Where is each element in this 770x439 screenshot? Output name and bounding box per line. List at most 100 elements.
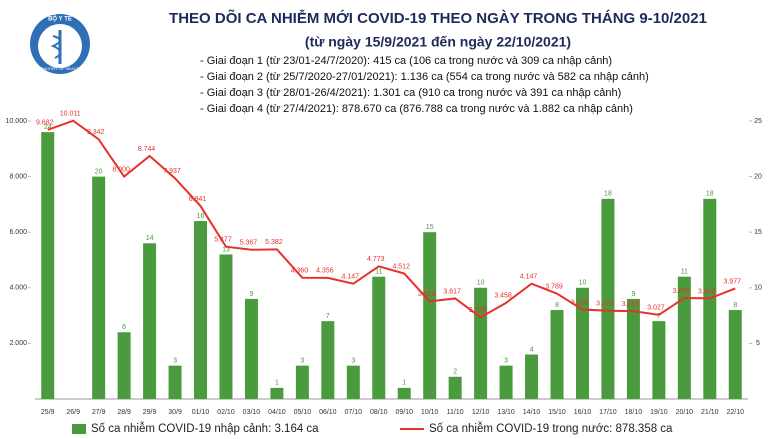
bar-label: 2 [453, 369, 457, 376]
bar-label: 6 [122, 324, 126, 331]
bar-label: 10 [579, 280, 587, 287]
bar [677, 276, 691, 399]
x-tick-label: 20/10 [676, 409, 694, 416]
y2-tick-label: 20 [754, 173, 762, 180]
y-tick-label: 6.000 [9, 229, 27, 236]
note: - Giai đoạn 4 (từ 27/4/2021): 878.670 ca… [200, 103, 633, 115]
x-tick-label: 28/9 [117, 409, 131, 416]
legend-label: Số ca nhiễm COVID-19 trong nước: 878.358… [429, 422, 673, 435]
y-tick-label: 2.000 [9, 340, 27, 347]
bar-label: 9 [249, 291, 253, 298]
x-tick-label: 01/10 [192, 409, 210, 416]
bar-label: 3 [300, 357, 304, 364]
bar [626, 298, 640, 399]
x-tick-label: 30/9 [168, 409, 182, 416]
line-label: 2.939 [469, 307, 487, 314]
bar [346, 365, 360, 399]
bar-label: 10 [477, 280, 485, 287]
line-label: 3.218 [571, 299, 589, 306]
bar [219, 254, 233, 399]
line-label: 4.360 [291, 268, 309, 275]
line-label: 3.977 [724, 278, 742, 285]
line-label: 8.744 [138, 146, 156, 153]
x-tick-label: 14/10 [523, 409, 541, 416]
bar [194, 221, 208, 399]
bar [499, 365, 513, 399]
bar-label: 18 [706, 191, 714, 198]
x-tick-label: 10/10 [421, 409, 439, 416]
line-label: 4.356 [316, 268, 334, 275]
bar [270, 387, 284, 399]
note: - Giai đoạn 2 (từ 25/7/2020-27/01/2021):… [200, 71, 649, 83]
x-tick-label: 11/10 [447, 409, 464, 416]
line-label: 3.789 [545, 284, 563, 291]
bar-label: 4 [530, 346, 534, 353]
line-label: 5.367 [240, 240, 258, 247]
bar-label: 3 [504, 357, 508, 364]
bar-label: 9 [631, 291, 635, 298]
x-tick-label: 07/10 [345, 409, 363, 416]
bar-label: 8 [555, 302, 559, 309]
bar [728, 310, 742, 399]
chart-title: THEO DÕI CA NHIỄM MỚI COVID-19 THEO NGÀY… [169, 9, 707, 27]
legend-swatch [72, 424, 86, 434]
line-label: 6.941 [189, 196, 207, 203]
bar [117, 332, 131, 399]
y2-tick-label: 10 [754, 285, 762, 292]
y2-tick-label: 15 [754, 229, 762, 236]
line-label: 3.635 [673, 288, 691, 295]
bar [448, 376, 462, 399]
logo-snake [50, 35, 62, 59]
line-label: 4.147 [520, 274, 538, 281]
logo-top-text: BỘ Y TẾ [48, 15, 72, 23]
x-tick-label: 05/10 [294, 409, 312, 416]
x-tick-label: 18/10 [625, 409, 643, 416]
bar [525, 354, 539, 399]
line-label: 3.159 [622, 301, 640, 308]
bar [474, 287, 488, 399]
y2-tick-label: 25 [754, 118, 762, 125]
x-tick-label: 13/10 [497, 409, 515, 416]
x-tick-label: 04/10 [268, 409, 286, 416]
y-tick-label: 4.000 [9, 285, 27, 292]
line-label: 3.617 [443, 288, 461, 295]
y-tick-label: 10.000 [6, 118, 28, 125]
bar [295, 365, 309, 399]
bar [143, 243, 157, 399]
line-label: 3.618 [698, 288, 716, 295]
line-label: 9.342 [87, 129, 105, 136]
bar-label: 3 [351, 357, 355, 364]
bar [41, 132, 55, 399]
x-tick-label: 27/9 [92, 409, 106, 416]
bar [92, 176, 106, 399]
bar-label: 7 [657, 313, 661, 320]
line-label: 3.513 [418, 291, 436, 298]
line-label: 10.011 [60, 111, 81, 118]
note: - Giai đoạn 3 (từ 28/01-26/4/2021): 1.30… [200, 87, 621, 99]
bar-label: 15 [426, 224, 434, 231]
x-tick-label: 22/10 [727, 409, 745, 416]
bar-label: 14 [146, 235, 154, 242]
bar-label: 3 [173, 357, 177, 364]
bar-label: 20 [95, 168, 103, 175]
y2-tick-label: 5 [756, 340, 760, 347]
bar [397, 387, 411, 399]
x-tick-label: 02/10 [217, 409, 235, 416]
bar-label: 18 [604, 191, 612, 198]
line [47, 119, 736, 319]
chart-subtitle: (từ ngày 15/9/2021 đến ngày 22/10/2021) [305, 34, 571, 50]
bar [244, 298, 258, 399]
bar [423, 232, 437, 399]
line-label: 8.000 [112, 166, 130, 173]
y-tick-label: 8.000 [9, 173, 27, 180]
x-tick-label: 25/9 [41, 409, 55, 416]
bar [575, 287, 589, 399]
x-tick-label: 15/10 [548, 409, 566, 416]
bar-label: 7 [326, 313, 330, 320]
line-label: 4.147 [342, 274, 360, 281]
note: - Giai đoạn 1 (từ 23/01-24/7/2020): 415 … [200, 55, 612, 67]
bar [168, 365, 182, 399]
line-label: 5.477 [214, 237, 232, 244]
x-tick-label: 17/10 [599, 409, 617, 416]
